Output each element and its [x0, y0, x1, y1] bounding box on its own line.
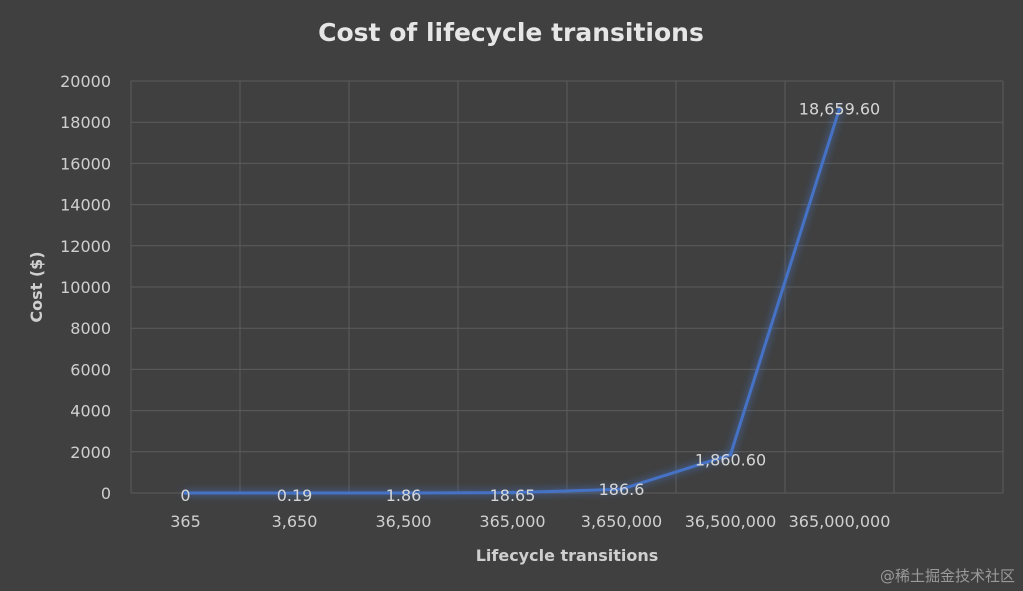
y-tick-label: 4000	[70, 402, 111, 421]
chart-title: Cost of lifecycle transitions	[318, 18, 704, 47]
data-point	[510, 490, 515, 495]
y-tick-label: 12000	[60, 237, 111, 256]
data-label: 18,659.60	[799, 100, 880, 119]
data-label: 1,860.60	[695, 451, 766, 470]
data-label: 1.86	[386, 486, 422, 505]
x-tick-label: 365,000,000	[789, 512, 891, 531]
data-point	[183, 491, 188, 495]
x-tick-label: 3,650	[272, 512, 318, 531]
data-label: 0.19	[277, 486, 313, 505]
y-tick-label: 20000	[60, 72, 111, 91]
x-tick-label: 3,650,000	[581, 512, 662, 531]
grid	[130, 80, 1004, 494]
y-tick-label: 16000	[60, 154, 111, 173]
x-tick-label: 36,500	[376, 512, 432, 531]
y-tick-label: 14000	[60, 196, 111, 215]
y-axis-title: Cost ($)	[27, 251, 46, 322]
y-tick-label: 6000	[70, 360, 111, 379]
y-tick-label: 10000	[60, 278, 111, 297]
data-label: 0	[180, 486, 190, 505]
data-label: 186.6	[599, 480, 645, 499]
y-tick-label: 0	[101, 484, 111, 503]
y-tick-label: 2000	[70, 443, 111, 462]
data-point	[837, 106, 842, 111]
data-label: 18.65	[490, 486, 536, 505]
x-tick-label: 365,000	[479, 512, 545, 531]
data-point	[728, 452, 733, 457]
y-axis-ticks: 0 2000 4000 6000 8000 10000 12000 14000 16000 180…	[60, 72, 111, 503]
x-axis-title: Lifecycle transitions	[476, 546, 659, 565]
watermark: @稀土掘金技术社区	[880, 567, 1015, 585]
x-axis-ticks: 365 3,650 36,500 365,000 3,650,000 36,500,000…	[170, 512, 890, 531]
y-tick-label: 18000	[60, 113, 111, 132]
y-tick-label: 8000	[70, 319, 111, 338]
x-tick-label: 36,500,000	[685, 512, 777, 531]
data-point	[619, 487, 624, 492]
data-labels: 0 0.19 1.86 18.65 186.6 1,860.60 18,659.60	[180, 100, 880, 505]
series-group	[183, 106, 842, 495]
data-point	[292, 490, 297, 495]
x-tick-label: 365	[170, 512, 201, 531]
data-point	[401, 490, 406, 495]
